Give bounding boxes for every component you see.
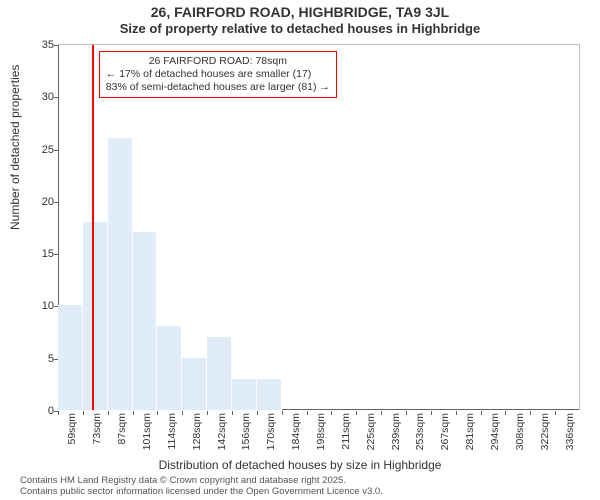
x-tick-mark — [257, 411, 258, 415]
y-tick-label: 0 — [26, 405, 54, 417]
x-tick-label: 87sqm — [116, 413, 128, 457]
info-box-line-2: ← 17% of detached houses are smaller (17… — [106, 68, 330, 81]
chart-title: 26, FAIRFORD ROAD, HIGHBRIDGE, TA9 3JL — [0, 0, 600, 21]
x-tick-label: 142sqm — [216, 413, 228, 457]
y-tick-mark — [54, 202, 58, 203]
histogram-bar — [83, 222, 108, 410]
y-tick-label: 30 — [26, 91, 54, 103]
x-tick-mark — [282, 411, 283, 415]
x-tick-mark — [381, 411, 382, 415]
x-tick-label: 281sqm — [464, 413, 476, 457]
x-tick-mark — [406, 411, 407, 415]
histogram-bar — [207, 337, 232, 410]
y-tick-label: 20 — [26, 196, 54, 208]
x-tick-label: 114sqm — [166, 413, 178, 457]
plot-area: 0510152025303559sqm73sqm87sqm101sqm114sq… — [58, 44, 580, 410]
y-tick-mark — [54, 45, 58, 46]
info-box-line-1: 26 FAIRFORD ROAD: 78sqm — [106, 55, 330, 68]
x-tick-mark — [108, 411, 109, 415]
y-tick-label: 35 — [26, 39, 54, 51]
y-tick-label: 15 — [26, 248, 54, 260]
x-tick-mark — [431, 411, 432, 415]
x-axis-title: Distribution of detached houses by size … — [0, 458, 600, 472]
x-tick-label: 198sqm — [315, 413, 327, 457]
x-tick-label: 59sqm — [66, 413, 78, 457]
x-tick-label: 128sqm — [191, 413, 203, 457]
histogram-bar — [133, 232, 158, 410]
histogram-bar — [232, 379, 257, 410]
y-tick-label: 5 — [26, 353, 54, 365]
y-tick-label: 25 — [26, 144, 54, 156]
x-tick-mark — [58, 411, 59, 415]
x-tick-mark — [207, 411, 208, 415]
indicator-line — [92, 45, 94, 410]
x-tick-mark — [133, 411, 134, 415]
histogram-bar — [58, 305, 83, 410]
credits-line-2: Contains public sector information licen… — [20, 487, 383, 498]
credits: Contains HM Land Registry data © Crown c… — [20, 476, 383, 498]
plot-area-wrap: 0510152025303559sqm73sqm87sqm101sqm114sq… — [58, 44, 580, 410]
chart-root: 26, FAIRFORD ROAD, HIGHBRIDGE, TA9 3JL S… — [0, 0, 600, 500]
y-tick-mark — [54, 150, 58, 151]
x-tick-mark — [83, 411, 84, 415]
x-tick-label: 239sqm — [390, 413, 402, 457]
x-tick-label: 184sqm — [290, 413, 302, 457]
x-tick-label: 101sqm — [141, 413, 153, 457]
x-tick-mark — [555, 411, 556, 415]
x-tick-label: 294sqm — [489, 413, 501, 457]
x-tick-mark — [182, 411, 183, 415]
x-tick-label: 156sqm — [240, 413, 252, 457]
x-tick-mark — [356, 411, 357, 415]
histogram-bar — [182, 358, 207, 410]
x-tick-label: 267sqm — [439, 413, 451, 457]
x-tick-label: 253sqm — [414, 413, 426, 457]
x-tick-mark — [505, 411, 506, 415]
x-tick-label: 170sqm — [265, 413, 277, 457]
x-tick-mark — [232, 411, 233, 415]
y-tick-label: 10 — [26, 300, 54, 312]
x-tick-label: 211sqm — [340, 413, 352, 457]
info-box-line-3: 83% of semi-detached houses are larger (… — [106, 81, 330, 94]
x-tick-mark — [456, 411, 457, 415]
x-tick-mark — [307, 411, 308, 415]
x-tick-mark — [331, 411, 332, 415]
x-tick-label: 322sqm — [539, 413, 551, 457]
x-tick-mark — [481, 411, 482, 415]
indicator-info-box: 26 FAIRFORD ROAD: 78sqm← 17% of detached… — [99, 51, 337, 98]
y-tick-mark — [54, 254, 58, 255]
y-tick-mark — [54, 97, 58, 98]
y-axis-title: Number of detached properties — [8, 65, 22, 230]
chart-subtitle: Size of property relative to detached ho… — [0, 21, 600, 41]
x-tick-label: 225sqm — [365, 413, 377, 457]
x-tick-label: 73sqm — [91, 413, 103, 457]
x-tick-label: 336sqm — [564, 413, 576, 457]
x-tick-mark — [157, 411, 158, 415]
histogram-bar — [257, 379, 282, 410]
histogram-bar — [157, 326, 182, 410]
histogram-bar — [108, 138, 133, 410]
x-tick-mark — [530, 411, 531, 415]
x-tick-label: 308sqm — [514, 413, 526, 457]
